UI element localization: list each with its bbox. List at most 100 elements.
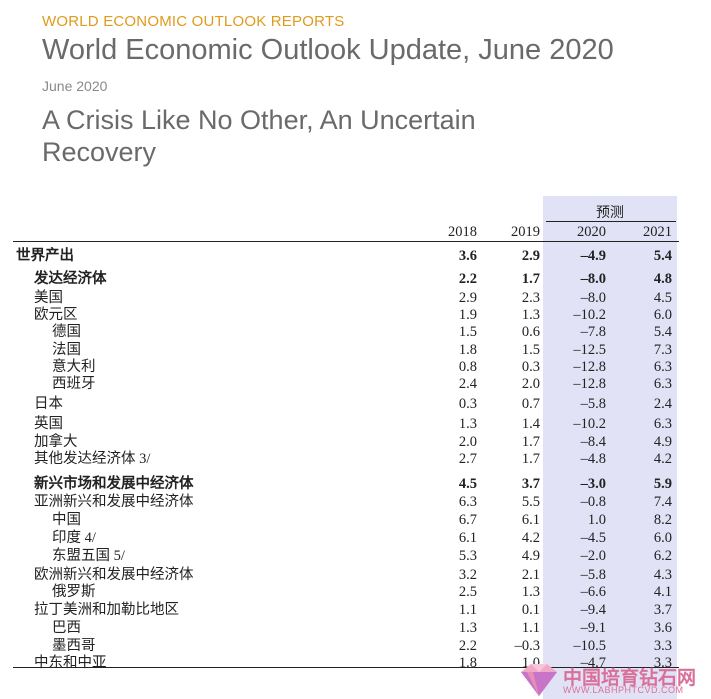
growth-value: –12.5 bbox=[573, 342, 606, 358]
bottom-rule bbox=[13, 667, 679, 668]
growth-value: –4.7 bbox=[580, 655, 606, 671]
growth-value: 2.9 bbox=[458, 290, 477, 306]
growth-value: 5.4 bbox=[653, 248, 672, 264]
watermark-url: WWW.LABHPHTCVD.COM bbox=[563, 685, 684, 695]
growth-value: –4.8 bbox=[580, 451, 606, 467]
row-label: 新兴市场和发展中经济体 bbox=[34, 476, 194, 492]
growth-value: 4.2 bbox=[521, 530, 540, 546]
growth-value: 1.5 bbox=[458, 324, 477, 340]
growth-value: –10.5 bbox=[573, 638, 606, 654]
projection-header: 预测 bbox=[596, 206, 624, 221]
growth-value: 5.4 bbox=[653, 324, 672, 340]
growth-value: 1.4 bbox=[521, 416, 540, 432]
growth-value: 2.7 bbox=[458, 451, 477, 467]
growth-value: 1.8 bbox=[458, 655, 477, 671]
growth-value: 7.4 bbox=[653, 494, 672, 510]
row-label: 其他发达经济体 3/ bbox=[34, 451, 151, 467]
growth-value: –2.0 bbox=[580, 548, 606, 564]
growth-value: 2.2 bbox=[458, 271, 477, 287]
growth-value: 6.3 bbox=[653, 376, 672, 392]
growth-value: 1.1 bbox=[521, 620, 540, 636]
row-label: 美国 bbox=[34, 290, 63, 306]
growth-value: 2.9 bbox=[521, 248, 540, 264]
growth-value: –4.5 bbox=[580, 530, 606, 546]
growth-value: 3.7 bbox=[521, 476, 540, 492]
growth-value: –12.8 bbox=[573, 376, 606, 392]
growth-value: 1.7 bbox=[521, 434, 540, 450]
growth-value: 5.3 bbox=[458, 548, 477, 564]
growth-value: –12.8 bbox=[573, 359, 606, 375]
growth-value: –5.8 bbox=[580, 567, 606, 583]
growth-value: 7.3 bbox=[653, 342, 672, 358]
growth-value: 1.8 bbox=[458, 342, 477, 358]
growth-value: 1.9 bbox=[458, 307, 477, 323]
growth-value: 2.4 bbox=[458, 376, 477, 392]
growth-value: –8.4 bbox=[580, 434, 606, 450]
growth-value: 6.3 bbox=[653, 359, 672, 375]
growth-value: 0.3 bbox=[521, 359, 540, 375]
growth-value: –5.8 bbox=[580, 396, 606, 412]
growth-value: 2.1 bbox=[521, 567, 540, 583]
growth-value: 3.6 bbox=[653, 620, 672, 636]
growth-value: 6.1 bbox=[521, 512, 540, 528]
growth-value: 6.0 bbox=[653, 307, 672, 323]
growth-value: 3.2 bbox=[458, 567, 477, 583]
growth-value: –9.4 bbox=[580, 602, 606, 618]
growth-value: 1.7 bbox=[521, 451, 540, 467]
growth-value: 4.9 bbox=[653, 434, 672, 450]
diamond-logo-icon bbox=[521, 664, 557, 696]
row-label: 印度 4/ bbox=[52, 530, 96, 546]
header-rule bbox=[13, 241, 679, 242]
row-label: 世界产出 bbox=[16, 248, 74, 264]
report-series-label[interactable]: WORLD ECONOMIC OUTLOOK REPORTS bbox=[42, 13, 345, 30]
row-label: 亚洲新兴和发展中经济体 bbox=[34, 494, 194, 510]
growth-value: 6.2 bbox=[653, 548, 672, 564]
growth-value: 0.1 bbox=[521, 602, 540, 618]
report-title[interactable]: World Economic Outlook Update, June 2020 bbox=[42, 34, 614, 66]
growth-value: 1.5 bbox=[521, 342, 540, 358]
projection-highlight bbox=[543, 196, 677, 699]
row-label: 加拿大 bbox=[34, 434, 78, 450]
watermark-name: 中国培育钻石网 bbox=[563, 668, 697, 689]
row-label: 英国 bbox=[34, 416, 63, 432]
row-label: 日本 bbox=[34, 396, 63, 412]
growth-value: –10.2 bbox=[573, 307, 606, 323]
report-subtitle: A Crisis Like No Other, An Uncertain Rec… bbox=[42, 105, 476, 167]
row-label: 欧元区 bbox=[34, 307, 78, 323]
growth-value: 4.5 bbox=[458, 476, 477, 492]
growth-value: 4.2 bbox=[653, 451, 672, 467]
row-label: 法国 bbox=[52, 342, 81, 358]
growth-value: 0.7 bbox=[521, 396, 540, 412]
year-header: 2019 bbox=[511, 224, 540, 240]
growth-value: 6.1 bbox=[458, 530, 477, 546]
row-label: 中东和中亚 bbox=[34, 655, 107, 671]
growth-value: 1.3 bbox=[458, 620, 477, 636]
growth-value: 0.3 bbox=[458, 396, 477, 412]
row-label: 发达经济体 bbox=[34, 271, 107, 287]
year-header: 2021 bbox=[643, 224, 672, 240]
row-label: 东盟五国 5/ bbox=[52, 548, 125, 564]
growth-value: 4.5 bbox=[653, 290, 672, 306]
year-header: 2018 bbox=[448, 224, 477, 240]
growth-value: 4.3 bbox=[653, 567, 672, 583]
growth-value: –4.9 bbox=[580, 248, 606, 264]
growth-value: 6.0 bbox=[653, 530, 672, 546]
growth-value: 2.3 bbox=[521, 290, 540, 306]
row-label: 意大利 bbox=[52, 359, 96, 375]
growth-value: 3.7 bbox=[653, 602, 672, 618]
growth-value: 1.7 bbox=[521, 271, 540, 287]
projection-header-rule bbox=[546, 221, 676, 222]
growth-value: 2.5 bbox=[458, 584, 477, 600]
growth-value: –3.0 bbox=[580, 476, 606, 492]
growth-value: 4.1 bbox=[653, 584, 672, 600]
growth-value: 2.0 bbox=[458, 434, 477, 450]
growth-value: –0.3 bbox=[514, 638, 540, 654]
growth-value: 4.8 bbox=[653, 271, 672, 287]
row-label: 欧洲新兴和发展中经济体 bbox=[34, 567, 194, 583]
row-label: 中国 bbox=[52, 512, 81, 528]
growth-value: –7.8 bbox=[580, 324, 606, 340]
growth-value: 1.1 bbox=[458, 602, 477, 618]
growth-value: 3.6 bbox=[458, 248, 477, 264]
growth-value: –0.8 bbox=[580, 494, 606, 510]
